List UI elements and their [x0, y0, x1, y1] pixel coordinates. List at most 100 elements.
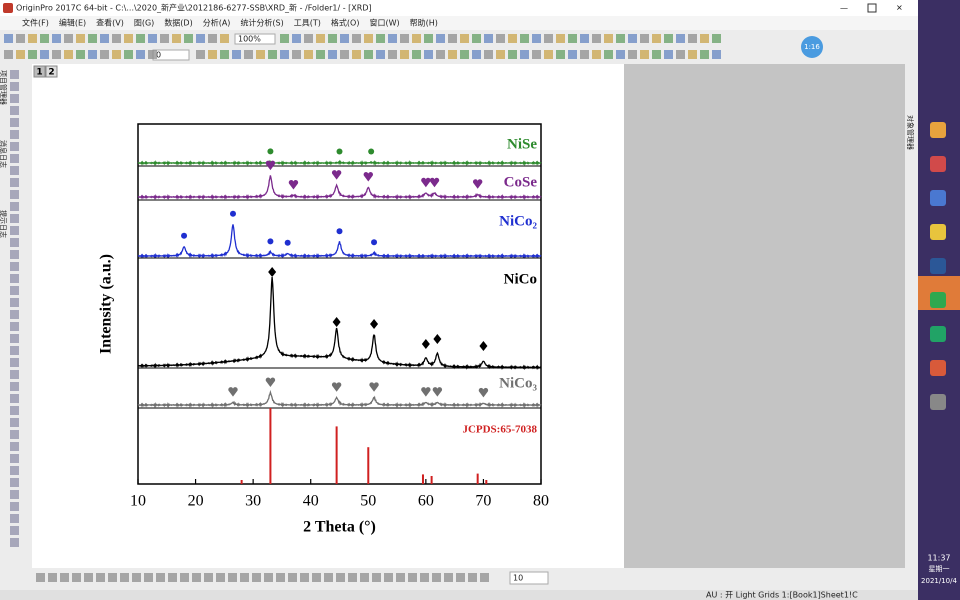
toolbar-icon[interactable] — [424, 34, 433, 43]
toolbar-icon[interactable] — [124, 34, 133, 43]
zoom-box[interactable] — [234, 33, 276, 45]
format-icon[interactable] — [444, 573, 453, 582]
menu-item[interactable]: 分析(A) — [203, 18, 231, 28]
toolbar-icon[interactable] — [424, 50, 433, 59]
task-icon[interactable] — [930, 360, 946, 376]
format-icon[interactable] — [192, 573, 201, 582]
toolbar-icon[interactable] — [268, 50, 277, 59]
toolbar-icon[interactable] — [76, 34, 85, 43]
tool-icon[interactable] — [10, 226, 19, 235]
format-icon[interactable] — [180, 573, 189, 582]
tool-icon[interactable] — [10, 130, 19, 139]
toolbar-icon[interactable] — [472, 50, 481, 59]
toolbar-icon[interactable] — [448, 50, 457, 59]
format-icon[interactable] — [360, 573, 369, 582]
toolbar-icon[interactable] — [352, 34, 361, 43]
toolbar-icon[interactable] — [628, 34, 637, 43]
menu-item[interactable]: 窗口(W) — [369, 18, 399, 28]
toolbar-icon[interactable] — [688, 34, 697, 43]
toolbar-icon[interactable] — [28, 34, 37, 43]
tool-icon[interactable] — [10, 334, 19, 343]
toolbar-icon[interactable] — [400, 50, 409, 59]
tool-icon[interactable] — [10, 142, 19, 151]
toolbar-icon[interactable] — [460, 34, 469, 43]
toolbar-icon[interactable] — [172, 34, 181, 43]
toolbar-icon[interactable] — [148, 50, 157, 59]
left-panel-label[interactable]: 项目管理器 — [0, 70, 8, 105]
toolbar-icon[interactable] — [448, 34, 457, 43]
layer-tab[interactable] — [45, 65, 58, 78]
tool-icon[interactable] — [10, 238, 19, 247]
format-icon[interactable] — [252, 573, 261, 582]
toolbar-icon[interactable] — [700, 50, 709, 59]
format-icon[interactable] — [216, 573, 225, 582]
toolbar-icon[interactable] — [52, 34, 61, 43]
format-icon[interactable] — [264, 573, 273, 582]
toolbar-icon[interactable] — [508, 50, 517, 59]
toolbar-icon[interactable] — [316, 50, 325, 59]
tool-icon[interactable] — [10, 310, 19, 319]
toolbar-icon[interactable] — [28, 50, 37, 59]
toolbar-icon[interactable] — [232, 50, 241, 59]
toolbar-icon[interactable] — [364, 50, 373, 59]
menu-item[interactable]: 查看(V) — [96, 18, 124, 28]
format-icon[interactable] — [132, 573, 141, 582]
toolbar-icon[interactable] — [652, 50, 661, 59]
toolbar-icon[interactable] — [544, 34, 553, 43]
tool-icon[interactable] — [10, 430, 19, 439]
tool-icon[interactable] — [10, 154, 19, 163]
toolbar-icon[interactable] — [640, 34, 649, 43]
toolbar-icon[interactable] — [64, 34, 73, 43]
toolbar-icon[interactable] — [208, 50, 217, 59]
toolbar-icon[interactable] — [400, 34, 409, 43]
left-panel-label[interactable]: 提示日志 — [0, 210, 8, 238]
tool-icon[interactable] — [10, 250, 19, 259]
format-icon[interactable] — [288, 573, 297, 582]
format-icon[interactable] — [384, 573, 393, 582]
tool-icon[interactable] — [10, 502, 19, 511]
task-icon[interactable] — [930, 122, 946, 138]
toolbar-icon[interactable] — [256, 50, 265, 59]
format-icon[interactable] — [276, 573, 285, 582]
toolbar-icon[interactable] — [136, 34, 145, 43]
toolbar-icon[interactable] — [664, 34, 673, 43]
toolbar-icon[interactable] — [148, 34, 157, 43]
toolbar-icon[interactable] — [304, 50, 313, 59]
toolbar-icon[interactable] — [532, 50, 541, 59]
toolbar-icon[interactable] — [364, 34, 373, 43]
format-icon[interactable] — [120, 573, 129, 582]
toolbar-icon[interactable] — [220, 34, 229, 43]
tool-icon[interactable] — [10, 490, 19, 499]
format-icon[interactable] — [300, 573, 309, 582]
tool-icon[interactable] — [10, 514, 19, 523]
toolbar-icon[interactable] — [316, 34, 325, 43]
toolbar-icon[interactable] — [160, 34, 169, 43]
format-icon[interactable] — [36, 573, 45, 582]
layer-tab[interactable] — [33, 65, 46, 78]
tool-icon[interactable] — [10, 382, 19, 391]
toolbar-icon[interactable] — [328, 50, 337, 59]
toolbar-icon[interactable] — [592, 50, 601, 59]
tool-icon[interactable] — [10, 538, 19, 547]
format-icon[interactable] — [72, 573, 81, 582]
toolbar-icon[interactable] — [76, 50, 85, 59]
toolbar-icon[interactable] — [88, 34, 97, 43]
format-icon[interactable] — [420, 573, 429, 582]
toolbar-icon[interactable] — [244, 50, 253, 59]
badge[interactable] — [801, 36, 823, 58]
toolbar-icon[interactable] — [292, 50, 301, 59]
tool-icon[interactable] — [10, 70, 19, 79]
menu-item[interactable]: 统计分析(S) — [240, 18, 283, 28]
toolbar-icon[interactable] — [184, 34, 193, 43]
toolbar-icon[interactable] — [340, 34, 349, 43]
task-icon[interactable] — [930, 224, 946, 240]
toolbar-icon[interactable] — [496, 34, 505, 43]
toolbar-icon[interactable] — [208, 34, 217, 43]
format-icon[interactable] — [408, 573, 417, 582]
task-icon[interactable] — [930, 394, 946, 410]
toolbar-icon[interactable] — [4, 34, 13, 43]
menu-item[interactable]: 帮助(H) — [410, 18, 438, 28]
tool-icon[interactable] — [10, 298, 19, 307]
toolbar-icon[interactable] — [640, 50, 649, 59]
toolbar-icon[interactable] — [700, 34, 709, 43]
